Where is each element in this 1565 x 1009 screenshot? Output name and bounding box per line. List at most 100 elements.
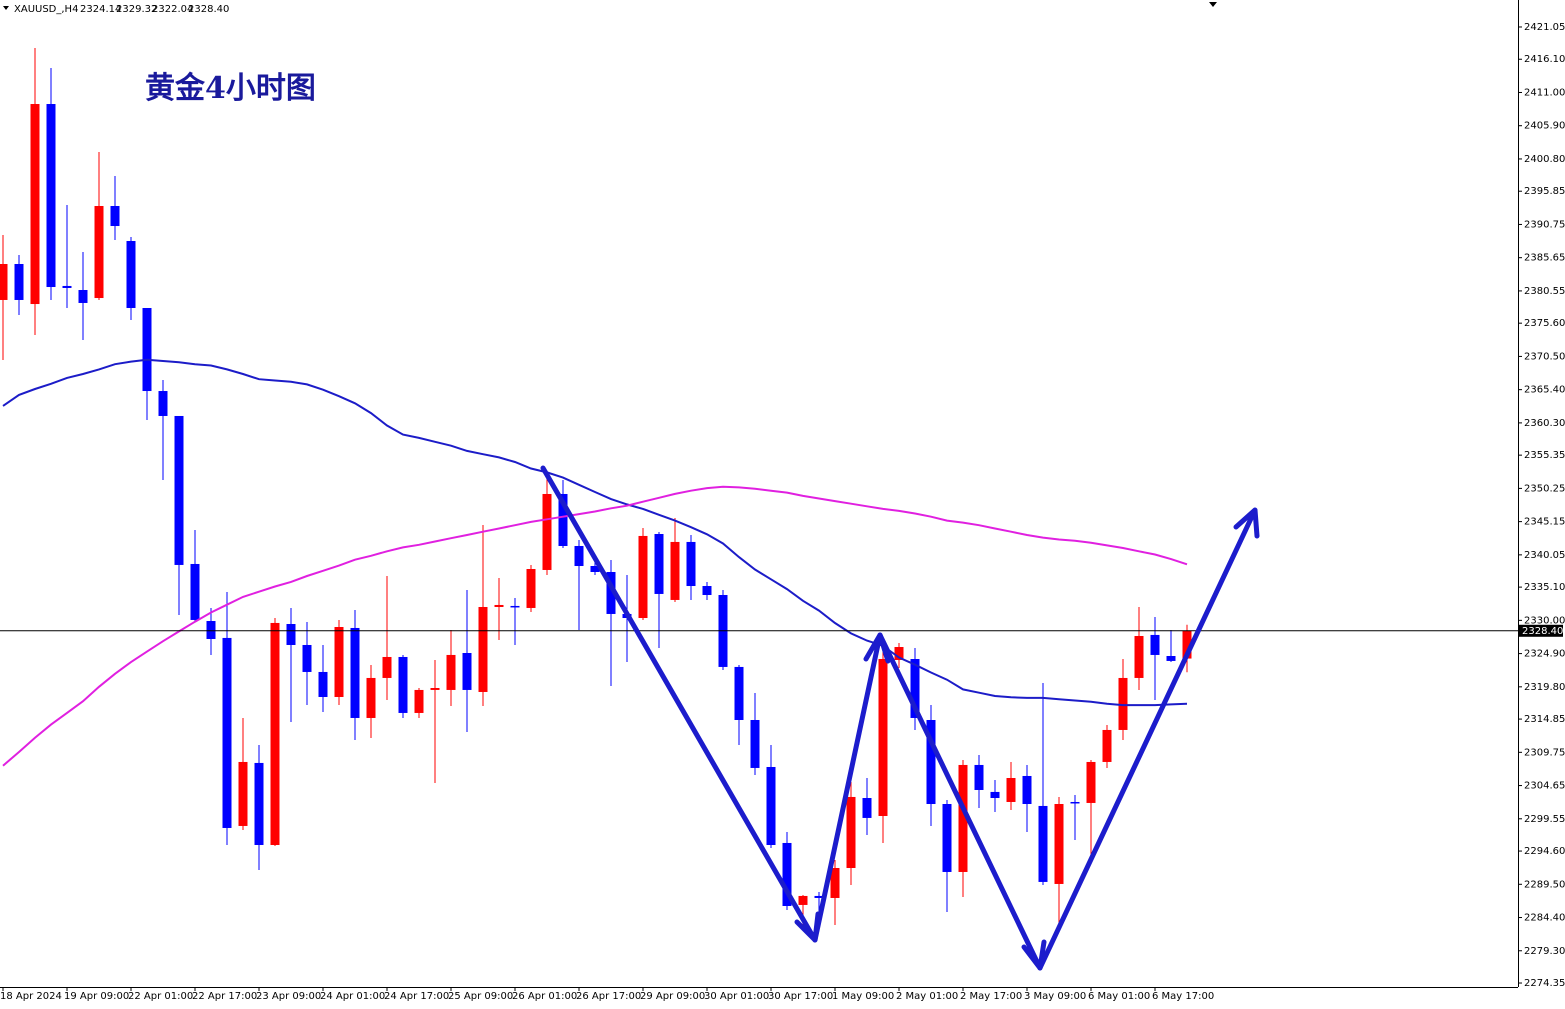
candle-body — [478, 606, 488, 692]
candle-body — [750, 719, 760, 768]
y-tick-label: 2340.05 — [1524, 550, 1565, 561]
plot-area: 2421.05 2416.10 2411.00 2405.90 2400.80 2395.… — [0, 22, 1565, 1002]
candle-body — [766, 766, 776, 845]
candle-body — [190, 563, 200, 620]
candle-body — [926, 719, 936, 805]
symbol-menu-icon[interactable] — [3, 6, 9, 10]
y-tick-label: 2355.35 — [1524, 450, 1565, 461]
y-tick-label: 2299.55 — [1524, 814, 1565, 825]
y-tick-label: 2405.90 — [1524, 121, 1565, 132]
candle-body — [334, 627, 344, 697]
y-tick-label: 2370.50 — [1524, 351, 1565, 362]
x-tick-label: 24 Apr 01:00 — [320, 991, 385, 1002]
x-tick-label: 22 Apr 17:00 — [192, 991, 257, 1002]
candle-body — [1118, 677, 1128, 730]
y-tick-label: 2345.15 — [1524, 517, 1565, 528]
candle-body — [62, 285, 72, 288]
x-tick-label: 24 Apr 17:00 — [384, 991, 449, 1002]
symbol-label: XAUUSD_,H4 — [14, 4, 78, 15]
candle-body — [94, 206, 104, 299]
moving-average-line — [2, 358, 1188, 707]
candle-body — [654, 534, 664, 594]
x-tick-label: 26 Apr 01:00 — [512, 991, 577, 1002]
candle-body — [974, 764, 984, 790]
y-tick-label: 2360.30 — [1524, 418, 1565, 429]
candle-body — [30, 104, 40, 305]
y-tick-label: 2330.00 — [1524, 615, 1565, 626]
candle-body — [398, 656, 408, 713]
y-tick-label: 2304.65 — [1524, 781, 1565, 792]
candle-body — [542, 493, 552, 570]
candle-body — [350, 627, 360, 718]
candle-body — [1134, 635, 1144, 678]
candle-body — [1070, 801, 1080, 804]
trend-arrows — [540, 465, 1260, 971]
y-tick-label: 2314.85 — [1524, 714, 1565, 725]
header-close: 2328.40 — [188, 4, 229, 15]
y-tick-label: 2416.10 — [1524, 54, 1565, 65]
candle-body — [238, 761, 248, 826]
candle-body — [254, 762, 264, 845]
y-tick-label: 2411.00 — [1524, 87, 1565, 98]
x-tick-label: 1 May 09:00 — [832, 991, 894, 1002]
candle-body — [846, 796, 856, 868]
y-tick-label: 2350.25 — [1524, 483, 1565, 494]
candle-body — [590, 566, 600, 572]
candle-body — [366, 677, 376, 718]
candle-body — [574, 545, 584, 567]
candle-body — [702, 586, 712, 596]
candle-body — [414, 689, 424, 713]
candle-body — [430, 687, 440, 690]
header-high: 2329.32 — [116, 4, 157, 15]
header-low: 2322.04 — [152, 4, 193, 15]
candle-body — [1182, 630, 1192, 659]
candle-body — [558, 493, 568, 546]
candle-body — [990, 791, 1000, 799]
candle-body — [494, 604, 504, 607]
candle-body — [1166, 656, 1176, 661]
candle-body — [126, 240, 136, 308]
x-tick-label: 2 May 17:00 — [960, 991, 1022, 1002]
y-tick-label: 2365.40 — [1524, 385, 1565, 396]
last-price-label: 2328.40 — [1522, 626, 1563, 637]
y-tick-label: 2395.85 — [1524, 186, 1565, 197]
y-tick-label: 2390.75 — [1524, 219, 1565, 230]
y-tick-label: 2284.40 — [1524, 913, 1565, 924]
candle-body — [862, 798, 872, 818]
candle-body — [1150, 634, 1160, 655]
x-tick-label: 6 May 17:00 — [1152, 991, 1214, 1002]
candle-body — [958, 764, 968, 872]
candle-body — [222, 637, 232, 828]
candle-body — [782, 842, 792, 906]
candle-body — [910, 658, 920, 718]
y-tick-label: 2385.65 — [1524, 253, 1565, 264]
candle-body — [302, 644, 312, 672]
candle-body — [606, 571, 616, 614]
y-tick-label: 2274.35 — [1524, 978, 1565, 989]
candle-body — [14, 264, 24, 300]
candle-body — [1038, 805, 1048, 882]
candle-body — [814, 895, 824, 898]
y-tick-label: 2309.75 — [1524, 747, 1565, 758]
candle-body — [0, 264, 8, 300]
chart-title: 黄金4小时图 — [145, 71, 316, 106]
candle-body — [894, 647, 904, 660]
candle-body — [46, 104, 56, 288]
y-tick-label: 2380.55 — [1524, 286, 1565, 297]
y-tick-label: 2400.80 — [1524, 154, 1565, 165]
x-tick-label: 2 May 01:00 — [896, 991, 958, 1002]
candle-body — [830, 867, 840, 898]
candle-body — [734, 666, 744, 720]
y-tick-label: 2289.50 — [1524, 879, 1565, 890]
candle-body — [1054, 804, 1064, 884]
candle-body — [78, 290, 88, 303]
x-tick-label: 26 Apr 17:00 — [576, 991, 641, 1002]
candle-body — [798, 895, 808, 905]
y-tick-label: 2294.60 — [1524, 846, 1565, 857]
x-tick-label: 18 Apr 2024 — [0, 991, 62, 1002]
candle-body — [382, 656, 392, 678]
y-tick-label: 2319.80 — [1524, 682, 1565, 693]
candle-body — [462, 653, 472, 690]
